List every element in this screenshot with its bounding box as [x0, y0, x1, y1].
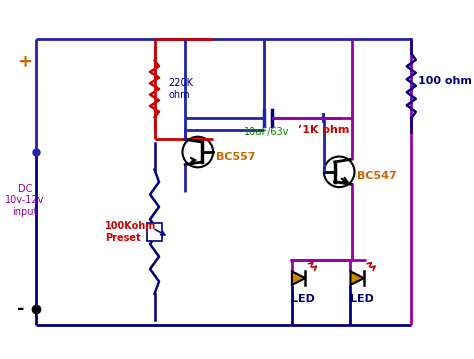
Text: 100Kohm
Preset: 100Kohm Preset — [105, 221, 156, 243]
Text: BC557: BC557 — [216, 151, 255, 162]
Text: -: - — [18, 300, 25, 318]
Text: DC
10v-12v
input: DC 10v-12v input — [5, 183, 45, 217]
Text: 220K
ohm: 220K ohm — [168, 78, 193, 100]
Text: LED: LED — [350, 294, 374, 304]
Text: 10uF/63v: 10uF/63v — [244, 127, 289, 137]
Text: ’1K ohm: ’1K ohm — [298, 125, 349, 135]
Bar — [147, 223, 162, 241]
Text: 100 ohm: 100 ohm — [419, 76, 473, 86]
Polygon shape — [292, 271, 305, 285]
Text: +: + — [18, 53, 32, 71]
Text: BC547: BC547 — [357, 171, 397, 181]
Polygon shape — [350, 271, 364, 285]
Text: LED: LED — [291, 294, 315, 304]
